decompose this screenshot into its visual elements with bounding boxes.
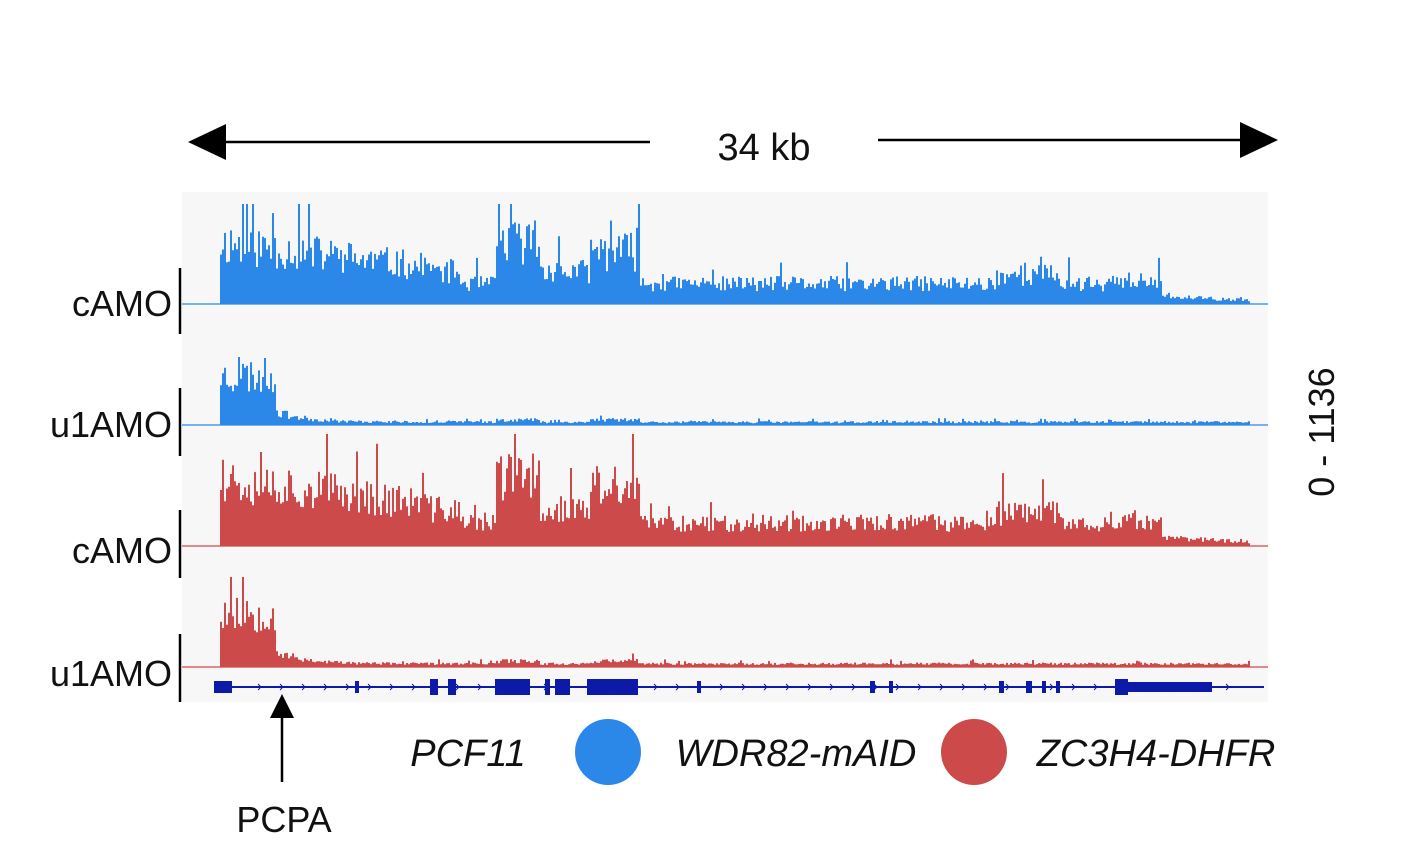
gene-strand-tick (873, 683, 878, 691)
gene-exon-9 (697, 681, 701, 693)
gene-strand-tick (1093, 683, 1098, 691)
gene-strand-tick (433, 683, 438, 691)
gene-strand-tick (279, 683, 284, 691)
gene-strand-tick (961, 683, 966, 691)
gene-exon-16 (1115, 679, 1128, 695)
pcpa-arrow: PCPA (236, 694, 332, 840)
gene-strand-tick (1203, 683, 1208, 691)
gene-strand-tick (631, 683, 636, 691)
gene-strand-tick (763, 683, 768, 691)
gene-strand-tick (807, 683, 812, 691)
gene-strand-tick (411, 683, 416, 691)
gene-strand-tick (1049, 683, 1054, 691)
gene-exon-17 (1128, 682, 1212, 692)
gene-exon-3 (430, 679, 438, 695)
gene-strand-tick (917, 683, 922, 691)
gene-strand-tick (1005, 683, 1010, 691)
scale-left-arrowhead (188, 124, 226, 160)
gene-strand-tick (1159, 683, 1164, 691)
gene-exon-13 (1026, 681, 1032, 693)
gene-strand-tick (301, 683, 306, 691)
legend: WDR82-mAID ZC3H4-DHFR (575, 719, 1275, 785)
gene-strand-tick (367, 683, 372, 691)
gene-strand-tick (1225, 683, 1230, 691)
gene-strand-tick (499, 683, 504, 691)
gene-strand-tick (565, 683, 570, 691)
legend-label-zc3h4: ZC3H4-DHFR (1036, 733, 1276, 775)
gene-strand-tick (1181, 683, 1186, 691)
track-label-4: u1AMO (50, 653, 172, 694)
gene-exon-15 (1056, 681, 1060, 693)
gene-exon-2 (355, 681, 359, 693)
gene-strand-tick (829, 683, 834, 691)
track-label-3: cAMO (72, 530, 172, 571)
gene-strand-tick (1071, 683, 1076, 691)
legend-dot-wdr82 (575, 719, 641, 785)
gene-exon-1 (214, 681, 232, 693)
track-range-label: 0 - 1136 (1301, 367, 1342, 496)
gene-strand-tick (939, 683, 944, 691)
coverage-track-1 (220, 204, 1250, 304)
gene-exon-7 (555, 679, 570, 695)
scale-label: 34 kb (718, 127, 811, 169)
gene-strand-tick (1027, 683, 1032, 691)
gene-name: PCF11 (410, 733, 525, 775)
gene-strand-tick (697, 683, 702, 691)
gene-strand-tick (741, 683, 746, 691)
pcpa-arrowhead (270, 694, 294, 718)
gene-strand-tick (675, 683, 680, 691)
track-label-2: u1AMO (50, 404, 172, 445)
coverage-track-3 (220, 434, 1250, 546)
gene-exon-14 (1042, 681, 1046, 693)
gene-exon-12 (999, 681, 1004, 693)
track-labels: cAMO u1AMO cAMO u1AMO (50, 268, 182, 702)
gene-strand-tick (389, 683, 394, 691)
gene-strand-tick (455, 683, 460, 691)
gene-strand-tick (257, 683, 262, 691)
gene-strand-tick (543, 683, 548, 691)
gene-exon-11 (889, 681, 893, 693)
gene-strand-tick (1137, 683, 1142, 691)
gene-strand-tick (895, 683, 900, 691)
gene-exon-10 (870, 681, 875, 693)
legend-label-wdr82: WDR82-mAID (676, 733, 917, 775)
gene-strand-tick (983, 683, 988, 691)
coverage-tracks (182, 204, 1268, 668)
gene-strand-tick (851, 683, 856, 691)
gene-exon-4 (448, 679, 456, 695)
gene-exon-5 (495, 679, 530, 695)
scale-right-arrowhead (1240, 122, 1278, 158)
gene-strand-tick (1115, 683, 1120, 691)
pcpa-label: PCPA (236, 799, 331, 840)
gene-strand-tick (521, 683, 526, 691)
gene-strand-tick (345, 683, 350, 691)
scale-bar: 34 kb (188, 122, 1278, 169)
gene-strand-tick (477, 683, 482, 691)
track-label-1: cAMO (72, 283, 172, 324)
gene-strand-tick (609, 683, 614, 691)
gene-strand-tick (653, 683, 658, 691)
gene-model (214, 679, 1264, 695)
gene-strand-tick (323, 683, 328, 691)
gene-strand-tick (587, 683, 592, 691)
gene-strand-tick (785, 683, 790, 691)
gene-strand-tick (719, 683, 724, 691)
legend-dot-zc3h4 (941, 719, 1007, 785)
